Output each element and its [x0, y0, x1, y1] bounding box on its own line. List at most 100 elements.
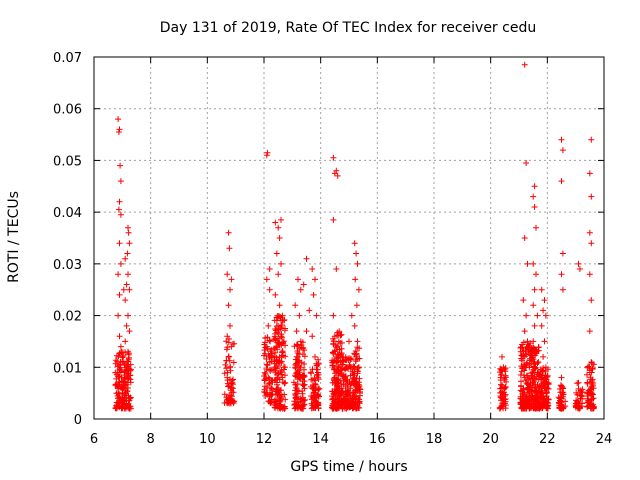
data-point: [116, 399, 123, 406]
data-point: [120, 286, 127, 293]
x-tick-label: 20: [482, 432, 499, 447]
data-point: [497, 394, 504, 401]
data-point: [310, 385, 317, 391]
data-point: [355, 364, 362, 371]
data-point: [275, 271, 282, 278]
data-point: [227, 322, 233, 329]
data-point: [350, 372, 357, 378]
data-point: [545, 385, 552, 392]
data-point: [586, 364, 593, 370]
data-point: [330, 338, 337, 345]
data-point: [115, 312, 122, 319]
data-point: [558, 395, 565, 402]
data-point: [115, 353, 122, 360]
data-point: [558, 374, 565, 381]
data-point: [329, 396, 336, 403]
data-point: [281, 405, 288, 412]
data-point: [272, 337, 279, 344]
data-point: [278, 360, 285, 366]
data-point: [352, 276, 359, 283]
data-point: [333, 167, 340, 174]
data-point: [309, 366, 316, 373]
data-point: [117, 260, 124, 267]
data-point: [350, 363, 357, 370]
data-point: [588, 400, 595, 407]
data-point: [544, 385, 551, 391]
data-point: [229, 381, 236, 388]
data-point: [540, 307, 547, 314]
data-point: [310, 291, 317, 298]
data-point: [559, 250, 566, 257]
data-point: [351, 366, 358, 373]
data-point: [295, 276, 301, 283]
data-point: [265, 374, 272, 381]
data-point: [525, 376, 532, 383]
data-point: [308, 370, 315, 377]
data-point: [499, 395, 505, 402]
data-point: [127, 395, 134, 402]
data-point: [517, 372, 524, 378]
data-point: [530, 379, 537, 386]
data-point: [538, 399, 545, 406]
data-point: [294, 359, 301, 366]
data-point: [521, 235, 528, 241]
data-point: [126, 328, 133, 335]
x-tick-label: 14: [312, 432, 329, 447]
data-point: [331, 333, 338, 340]
data-point: [354, 344, 361, 351]
data-point: [223, 357, 230, 364]
data-point: [534, 360, 541, 367]
data-point: [330, 395, 337, 402]
data-point: [343, 380, 350, 386]
data-point: [279, 349, 286, 356]
data-point: [531, 363, 537, 370]
data-point: [272, 330, 279, 337]
data-point: [531, 400, 538, 407]
data-point: [517, 345, 524, 351]
data-point: [344, 385, 351, 391]
y-tick-label: 0: [74, 413, 82, 428]
data-point: [116, 379, 123, 386]
data-point: [559, 286, 566, 293]
data-point: [338, 350, 345, 357]
data-point: [331, 365, 338, 372]
data-point: [557, 405, 564, 412]
data-point: [348, 312, 355, 319]
data-point: [290, 379, 297, 386]
data-point: [497, 374, 504, 381]
data-point: [125, 229, 132, 236]
data-point: [117, 369, 124, 376]
data-point: [273, 400, 280, 407]
data-point: [262, 335, 269, 341]
data-point: [533, 348, 539, 355]
data-point: [523, 400, 530, 407]
data-point: [350, 400, 357, 407]
data-point: [586, 229, 593, 236]
data-point: [334, 383, 341, 390]
data-point: [531, 322, 538, 329]
data-point: [273, 250, 280, 257]
data-point: [115, 116, 122, 123]
data-point: [124, 250, 131, 257]
data-point: [585, 403, 591, 410]
data-point: [341, 405, 348, 412]
data-point: [589, 366, 596, 373]
data-point: [559, 147, 566, 154]
data-point: [296, 345, 303, 352]
data-point: [540, 395, 547, 402]
data-point: [345, 357, 352, 363]
data-point: [523, 312, 530, 319]
data-point: [330, 216, 337, 223]
data-point: [519, 398, 526, 405]
data-point: [590, 404, 597, 411]
data-point: [339, 357, 346, 364]
data-point: [584, 380, 591, 387]
y-tick-label: 0.06: [53, 103, 82, 118]
data-point: [312, 276, 318, 283]
data-point: [544, 374, 551, 380]
data-point: [125, 312, 131, 319]
data-point: [263, 152, 270, 159]
data-point: [122, 374, 129, 381]
data-point: [339, 367, 345, 374]
data-point: [562, 403, 569, 410]
